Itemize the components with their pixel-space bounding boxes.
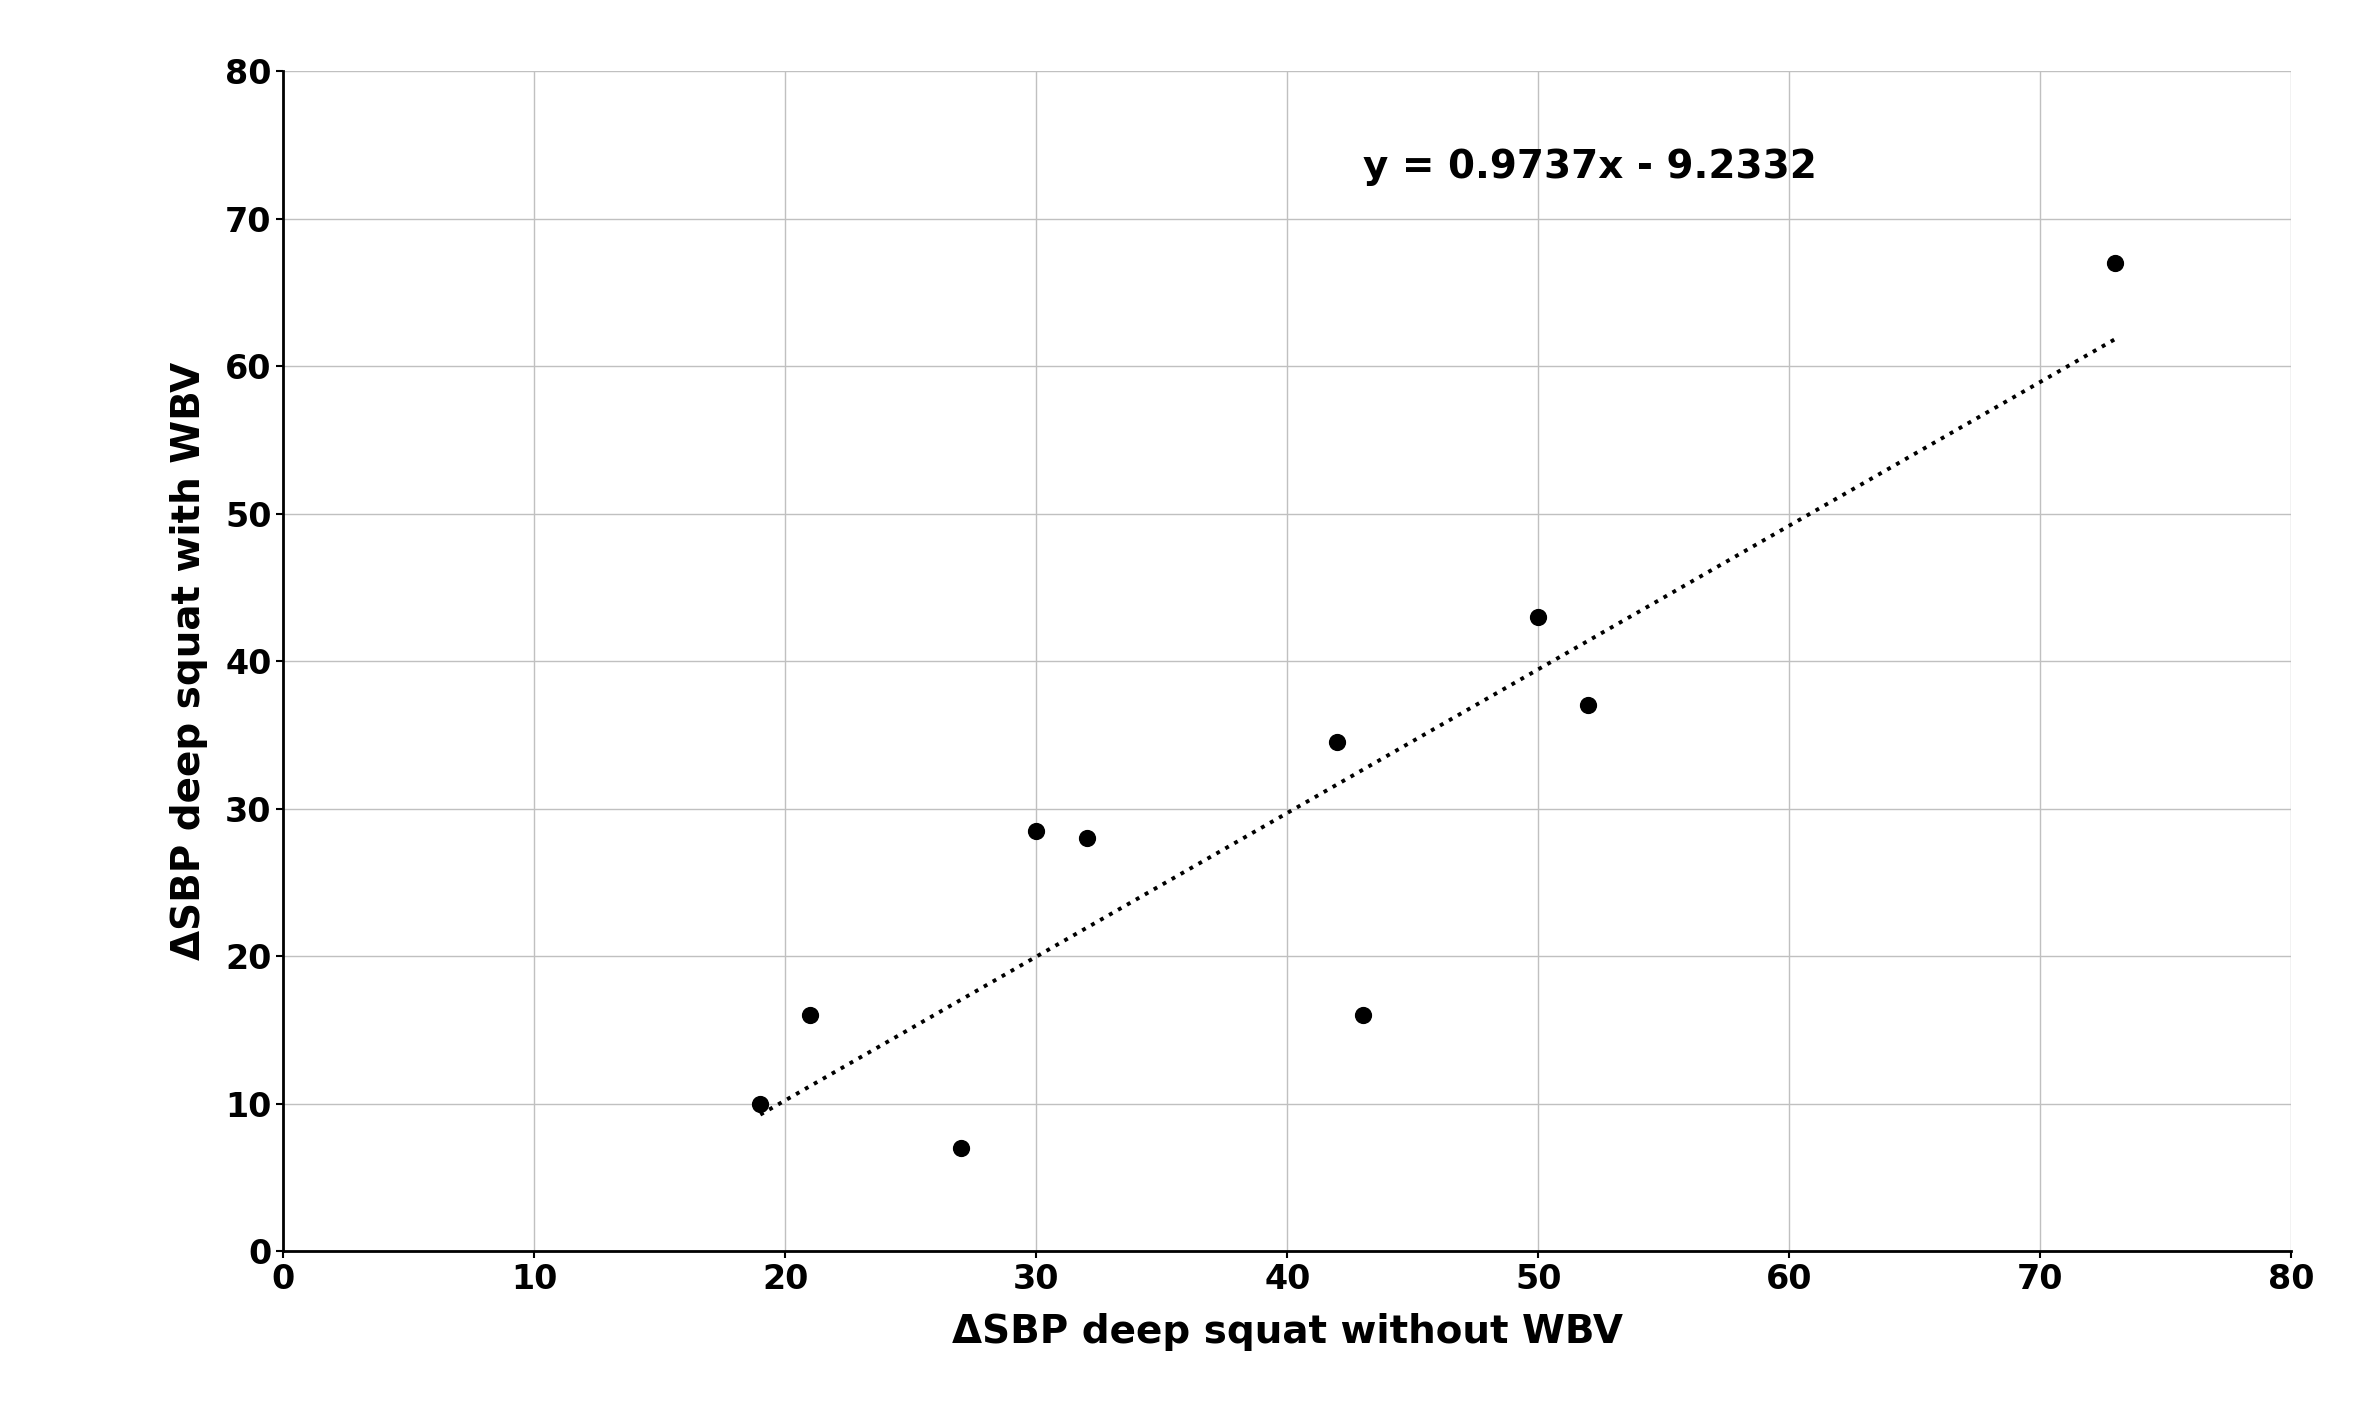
Point xyxy=(1318,731,1356,754)
Point xyxy=(942,1136,980,1159)
Text: y = 0.9737x - 9.2332: y = 0.9737x - 9.2332 xyxy=(1363,148,1816,186)
Point xyxy=(1519,606,1557,629)
Point xyxy=(1068,826,1105,849)
Point xyxy=(2097,252,2135,274)
Point xyxy=(1344,1004,1382,1027)
Point xyxy=(1018,819,1056,842)
X-axis label: ΔSBP deep squat without WBV: ΔSBP deep squat without WBV xyxy=(952,1313,1623,1351)
Y-axis label: ΔSBP deep squat with WBV: ΔSBP deep squat with WBV xyxy=(170,363,208,960)
Point xyxy=(791,1004,829,1027)
Point xyxy=(1568,694,1606,717)
Point xyxy=(742,1092,779,1115)
